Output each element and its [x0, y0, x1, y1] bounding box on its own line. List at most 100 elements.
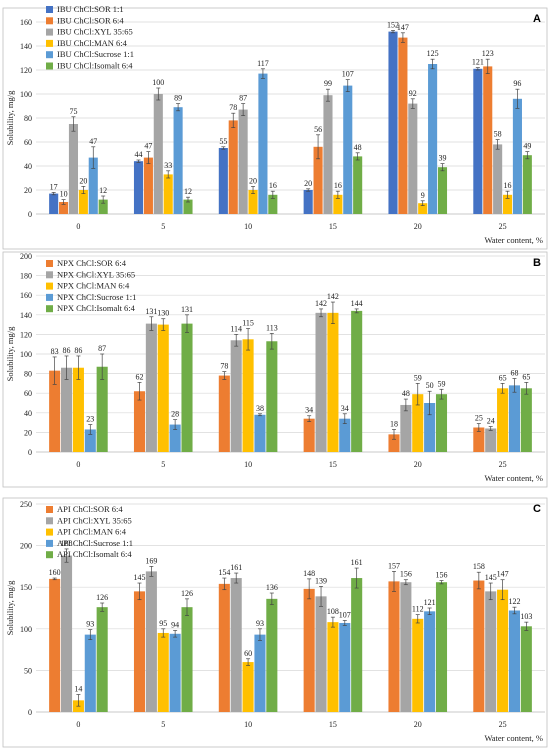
bar [143, 157, 153, 214]
y-axis-label: Solubility, mg/g [5, 326, 15, 381]
legend-swatch [46, 293, 53, 301]
data-label: 123 [482, 49, 494, 58]
bar [435, 582, 448, 712]
data-label: 44 [135, 150, 143, 159]
bar [485, 428, 497, 452]
bar [183, 199, 193, 214]
data-label: 48 [402, 389, 410, 398]
bar [400, 404, 412, 452]
bar [61, 367, 73, 452]
data-label: 60 [244, 649, 252, 658]
bar [163, 174, 173, 214]
y-tick-label: 140 [20, 42, 32, 51]
bar [473, 427, 485, 452]
data-label: 142 [315, 299, 327, 308]
data-label: 188 [61, 539, 73, 548]
data-label: 68 [510, 369, 518, 378]
legend-entry: NPX ChCl:XYL 35:65 [57, 269, 135, 279]
bar [512, 98, 522, 214]
bar [428, 64, 438, 214]
legend-swatch [46, 17, 53, 25]
bar [351, 310, 363, 452]
bar [508, 385, 520, 452]
data-label: 125 [427, 49, 439, 58]
data-label: 126 [96, 593, 108, 602]
data-label: 131 [181, 305, 193, 314]
data-label: 93 [256, 619, 264, 628]
data-label: 114 [230, 324, 242, 333]
legend-entry: NPX ChCl:SOR 6:4 [57, 258, 127, 268]
legend-swatch [46, 260, 53, 267]
data-label: 126 [181, 589, 193, 598]
y-tick-label: 250 [20, 500, 32, 509]
bar [169, 633, 181, 712]
x-tick-label: 0 [76, 222, 80, 231]
data-label: 62 [135, 372, 143, 381]
bar [315, 596, 327, 712]
data-label: 147 [397, 23, 409, 32]
bar [266, 341, 278, 452]
bar [483, 66, 493, 215]
y-tick-label: 80 [24, 370, 32, 379]
data-label: 12 [184, 187, 192, 196]
panel-label: C [533, 503, 541, 515]
y-tick-label: 80 [24, 114, 32, 123]
data-label: 14 [74, 685, 82, 694]
bar [473, 580, 485, 712]
bar [96, 607, 108, 712]
legend-swatch [46, 506, 53, 513]
bar [218, 583, 230, 712]
legend-entry: IBU ChCl:Sucrose 1:1 [57, 49, 134, 59]
bar [49, 578, 61, 712]
data-label: 16 [504, 181, 512, 190]
data-label: 47 [89, 137, 97, 146]
bar [49, 193, 59, 214]
data-label: 108 [327, 607, 339, 616]
y-tick-label: 100 [20, 350, 32, 359]
data-label: 94 [171, 620, 179, 629]
data-label: 33 [164, 161, 172, 170]
data-label: 58 [494, 130, 502, 139]
bar [181, 323, 193, 452]
legend-swatch [46, 271, 53, 279]
bar [84, 429, 96, 452]
legend-entry: API ChCl:SOR 6:4 [57, 504, 123, 514]
data-label: 78 [220, 362, 228, 371]
legend-swatch [46, 6, 53, 13]
data-label: 142 [327, 292, 339, 301]
y-tick-label: 140 [20, 311, 32, 320]
x-axis-label: Water content, % [484, 473, 543, 483]
panel-frame [2, 497, 548, 748]
data-label: 17 [50, 182, 58, 191]
data-label: 89 [174, 94, 182, 103]
bar [169, 424, 181, 452]
bar [508, 610, 520, 712]
data-label: 160 [49, 568, 61, 577]
legend-entry: IBU ChCl:XYL 35:65 [57, 27, 133, 37]
x-axis-label: Water content, % [484, 733, 543, 743]
bar [173, 107, 183, 214]
x-tick-label: 15 [329, 222, 337, 231]
data-label: 113 [266, 323, 278, 332]
data-label: 10 [60, 190, 68, 199]
bar [388, 31, 398, 214]
data-label: 145 [485, 573, 497, 582]
bar [333, 194, 343, 214]
bar [153, 94, 163, 214]
bar [133, 161, 144, 214]
bar [424, 611, 436, 712]
bar [388, 434, 400, 452]
bar [268, 194, 278, 214]
bar [424, 403, 436, 452]
y-tick-label: 60 [24, 138, 32, 147]
bar [61, 555, 73, 712]
data-label: 39 [438, 154, 446, 163]
data-label: 87 [239, 94, 247, 103]
bar [133, 391, 146, 452]
data-label: 48 [354, 143, 362, 152]
data-label: 20 [304, 179, 312, 188]
data-label: 92 [409, 89, 417, 98]
bar [408, 103, 418, 214]
